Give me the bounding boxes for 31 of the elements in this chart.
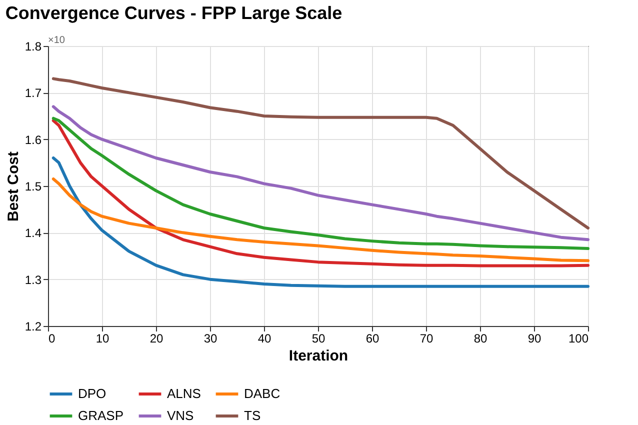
line-series bbox=[52, 178, 590, 262]
y-tick-label: 1.2 bbox=[24, 320, 42, 334]
y-tick-label: 1.7 bbox=[24, 86, 42, 100]
legend-label: ALNS bbox=[167, 386, 202, 401]
legend-label: TS bbox=[244, 408, 261, 423]
x-axis-title: Iteration bbox=[288, 348, 348, 364]
x-tick-label: 0 bbox=[48, 332, 56, 346]
x-tick-label: 50 bbox=[312, 332, 326, 346]
x-tick-label: 70 bbox=[420, 332, 434, 346]
x-tick-label: 80 bbox=[474, 332, 488, 346]
x-tick-label: 30 bbox=[204, 332, 218, 346]
x-tick-label: 60 bbox=[366, 332, 380, 346]
text: ×10 bbox=[48, 35, 66, 46]
y-tick-label: 1.3 bbox=[24, 272, 42, 287]
legend-label: DPO bbox=[78, 386, 106, 401]
y-tick-label: 1.8 bbox=[24, 40, 42, 54]
line-series bbox=[52, 77, 590, 230]
x-tick-label: 20 bbox=[150, 332, 164, 346]
x-tick-label: 100 bbox=[568, 332, 589, 346]
x-tick-label: 10 bbox=[96, 332, 110, 346]
y-axis-title: Best Cost bbox=[4, 151, 22, 222]
y-tick-label: 1.4 bbox=[24, 226, 42, 240]
legend-label: VNS bbox=[167, 408, 194, 423]
legend-label: GRASP bbox=[78, 408, 124, 423]
x-tick-label: 90 bbox=[528, 332, 542, 346]
y-tick-label: 1.6 bbox=[24, 132, 42, 147]
line-series bbox=[52, 156, 590, 288]
y-tick-label: 1.5 bbox=[24, 180, 42, 194]
chart-title: Convergence Curves - FPP Large Scale bbox=[5, 3, 342, 23]
x-tick-label: 40 bbox=[258, 332, 272, 346]
legend-label: DABC bbox=[244, 386, 280, 401]
